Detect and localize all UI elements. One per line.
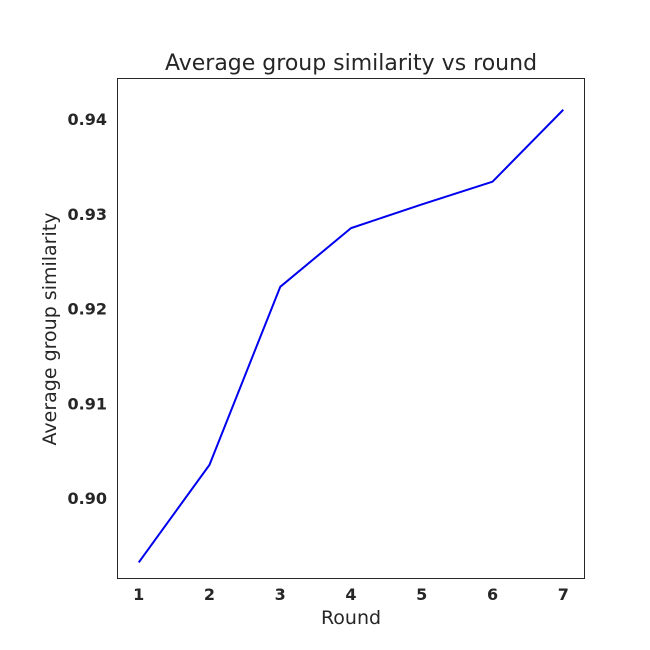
y-tick-label: 0.90 [68,489,107,508]
chart-title: Average group similarity vs round [165,51,537,76]
x-tick-label: 4 [345,585,356,604]
y-tick-label: 0.94 [68,110,107,129]
y-axis-label: Average group similarity [39,213,61,446]
y-tick-label: 0.93 [68,205,107,224]
x-tick-label: 5 [416,585,427,604]
x-tick-label: 7 [558,585,569,604]
x-tick-label: 2 [204,585,215,604]
plot-frame [117,78,585,579]
x-tick-labels: 1 2 3 4 5 6 7 [133,585,569,604]
x-tick-label: 3 [275,585,286,604]
series-layer [137,109,564,563]
y-tick-labels: 0.90 0.91 0.92 0.93 0.94 [68,110,107,508]
series-line [137,109,564,563]
x-axis-label: Round [321,607,381,629]
x-tick-label: 6 [487,585,498,604]
y-tick-label: 0.92 [68,300,107,319]
y-tick-label: 0.91 [68,394,107,413]
x-tick-label: 1 [133,585,144,604]
